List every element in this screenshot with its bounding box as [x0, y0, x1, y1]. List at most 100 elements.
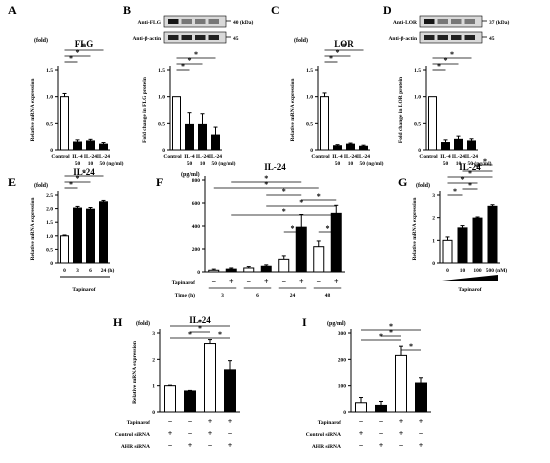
significance-star: *	[342, 42, 346, 51]
row-sign: −	[188, 429, 193, 438]
panel-a: A FLG (fold) Relative mRNA expression 0 0.5 1.…	[8, 3, 124, 167]
tapinarof-sign: +	[299, 277, 304, 286]
y-unit-label: (fold)	[416, 182, 430, 189]
significance-star: *	[336, 48, 340, 57]
y-tick-label: 0.5	[46, 247, 53, 253]
blot-strip-actin	[419, 31, 483, 44]
blot-band	[464, 35, 475, 40]
y-tick-label: 0	[50, 148, 53, 154]
x-category-label: IL-24	[344, 154, 357, 160]
significance-star: *	[194, 50, 198, 59]
x-category-label: IL-24	[452, 154, 465, 160]
x-category-label: IL-24	[209, 154, 222, 160]
chart-title: LOR	[334, 39, 354, 49]
row-sign: −	[168, 441, 173, 450]
row-sign: −	[399, 441, 404, 450]
row-sign: −	[188, 417, 193, 426]
row-sign: −	[359, 417, 364, 426]
bar	[333, 145, 342, 151]
significance-star: *	[437, 62, 441, 71]
time-label: 24	[290, 293, 296, 299]
bar	[359, 145, 368, 151]
x-category-label: Control	[51, 154, 70, 160]
significance-star: *	[291, 224, 295, 233]
y-tick-label: 100	[338, 384, 347, 390]
bar	[86, 140, 95, 151]
tapinarof-sign: −	[281, 277, 286, 286]
y-tick-label: 0.5	[46, 121, 53, 127]
row-sign: +	[188, 441, 193, 450]
x-category-label: 100	[473, 268, 482, 274]
row-sign: +	[168, 429, 173, 438]
x-sublabel: 50	[75, 161, 81, 167]
blot-band	[424, 35, 435, 40]
blot-band	[168, 19, 179, 24]
blot-band	[195, 19, 206, 24]
significance-star: *	[468, 181, 472, 190]
y-unit-label: (fold)	[294, 37, 308, 44]
y-unit-label: (fold)	[34, 37, 48, 44]
y-unit-label: (fold)	[136, 320, 150, 327]
significance-star: *	[389, 328, 393, 337]
x-sublabel: 50	[187, 161, 193, 167]
row-sign: +	[359, 429, 364, 438]
y-tick-label: 3	[152, 331, 155, 337]
bar	[60, 235, 69, 264]
y-tick-label: 0	[152, 410, 155, 416]
tapinarof-sign: +	[264, 277, 269, 286]
blot-band	[181, 19, 192, 24]
y-axis-label: Relative mRNA expression	[30, 79, 36, 142]
bar	[442, 239, 453, 264]
bar	[198, 123, 207, 151]
blot-antibody-label: Anti-β-actin	[388, 36, 417, 42]
panel-label-f: F	[156, 175, 163, 189]
row-label: Control siRNA	[306, 432, 341, 438]
y-axis-label: Fold change in FLG protein	[142, 77, 148, 143]
panel-h: H IL-24 (fold) Relative mRNA expression 0 1 2 3…	[113, 315, 240, 450]
y-tick-label: 1.0	[306, 95, 313, 101]
x-category-label: Control	[163, 154, 182, 160]
row-sign: +	[228, 417, 233, 426]
bar	[224, 369, 236, 413]
tapinarof-sign: −	[246, 277, 251, 286]
x-category-label: Control	[311, 154, 330, 160]
row-sign: −	[419, 429, 424, 438]
significance-star: *	[76, 48, 80, 57]
significance-star: *	[379, 332, 383, 341]
blot-band	[424, 19, 435, 24]
bar	[243, 267, 255, 273]
significance-star: *	[218, 330, 222, 339]
significance-star: *	[264, 174, 268, 183]
significance-star: *	[69, 180, 73, 189]
bar	[467, 140, 476, 151]
tapinarof-sign: −	[316, 277, 321, 286]
blot-antibody-label: Anti-LOR	[393, 20, 418, 26]
row-sign: +	[399, 417, 404, 426]
y-tick-label: 200	[338, 357, 347, 363]
row-label: Tapinarof	[318, 420, 341, 426]
y-tick-label: 3	[432, 193, 435, 199]
y-tick-label: 1.5	[306, 68, 313, 74]
y-tick-label: 0	[418, 148, 421, 154]
significance-star: *	[82, 168, 86, 177]
row-sign: +	[228, 441, 233, 450]
blot-strip-target	[163, 15, 227, 28]
y-axis-label: Fold change in LOR protein	[398, 77, 404, 143]
panel-label-d: D	[383, 3, 392, 17]
y-tick-label: 1.0	[46, 234, 53, 240]
bar	[375, 404, 387, 413]
panel-c: C LOR (fold) Relative mRNA expression 0 0.5 1.…	[271, 3, 384, 167]
significance-star: *	[181, 62, 185, 71]
chart-title: IL-24	[189, 315, 211, 325]
x-category-label: Control	[419, 154, 438, 160]
blot-band	[181, 35, 192, 40]
row-label-tapinarof: Tapinarof	[172, 280, 195, 286]
bar	[60, 96, 69, 151]
y-axis-label: Relative mRNA expression	[412, 198, 418, 261]
time-label: 48	[325, 293, 331, 299]
time-label: 6	[256, 293, 259, 299]
row-sign: −	[379, 417, 384, 426]
bar	[184, 390, 196, 413]
